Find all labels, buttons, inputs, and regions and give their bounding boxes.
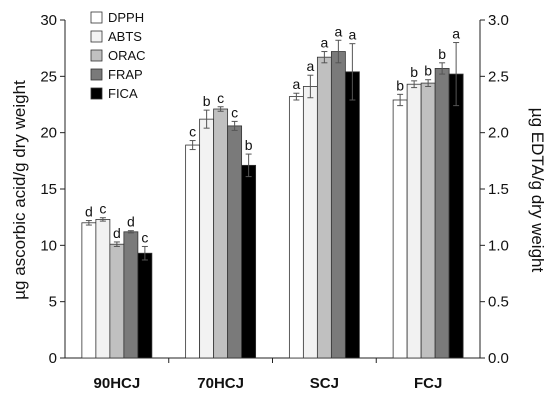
significance-letter: a <box>292 76 300 92</box>
significance-letter: c <box>231 104 238 120</box>
legend-label-orac: ORAC <box>108 48 146 63</box>
legend-label-fica: FICA <box>108 86 138 101</box>
bar-orac-70hcj <box>213 108 229 359</box>
legend-swatch-fica <box>90 87 103 100</box>
legend-swatch-abts <box>90 30 103 43</box>
bar-frap-90hcj <box>123 231 139 359</box>
y-left-tick-label: 20 <box>40 125 57 142</box>
legend-label-abts: ABTS <box>108 29 142 44</box>
significance-letter: b <box>203 93 211 109</box>
y-axis-left-label: µg ascorbic acid/g dry weight <box>10 80 29 300</box>
significance-letter: c <box>141 229 148 245</box>
category-label: FCJ <box>414 375 442 392</box>
significance-letter: d <box>85 204 93 220</box>
significance-letter: c <box>99 201 106 217</box>
bar-dpph-fcj <box>392 99 408 359</box>
significance-letter: d <box>127 214 135 230</box>
significance-letter: b <box>438 46 446 62</box>
significance-letter: a <box>320 35 328 51</box>
significance-letter: b <box>424 63 432 79</box>
legend-label-frap: FRAP <box>108 67 143 82</box>
significance-letter: d <box>113 225 121 241</box>
bar-orac-scj <box>316 56 332 359</box>
bar-dpph-scj <box>288 96 304 359</box>
bar-frap-fcj <box>434 68 450 359</box>
y-right-tick-label: 0.0 <box>488 350 509 367</box>
y-right-tick-label: 1.5 <box>488 181 509 198</box>
category-label: 70HCJ <box>197 375 244 392</box>
significance-letter: c <box>189 124 196 140</box>
significance-letter: a <box>348 27 356 43</box>
bar-fica-scj <box>344 71 360 359</box>
y-left-tick-label: 10 <box>40 237 57 254</box>
legend-swatch-dpph <box>90 11 103 24</box>
bar-frap-70hcj <box>227 125 243 359</box>
significance-letter: a <box>452 26 460 42</box>
bar-frap-scj <box>330 51 346 359</box>
legend-swatch-orac <box>90 49 103 62</box>
category-label: SCJ <box>310 375 339 392</box>
significance-letter: c <box>217 90 224 106</box>
axes: 0 5 10 15 20 25 30 0.0 0.5 1.0 1.5 2.0 2.5 3.0 90HCJ 70… <box>40 12 509 392</box>
y-left-tick-label: 25 <box>40 68 57 85</box>
y-axis-right-label: µg EDTA/g dry weight <box>528 108 547 273</box>
legend-swatch-frap <box>90 68 103 81</box>
y-right-tick-label: 0.5 <box>488 294 509 311</box>
y-left-tick-label: 0 <box>49 350 57 367</box>
bar-fica-90hcj <box>137 252 153 359</box>
y-right-tick-label: 2.0 <box>488 125 509 142</box>
y-right-tick-label: 1.0 <box>488 237 509 254</box>
y-left-tick-label: 15 <box>40 181 57 198</box>
significance-letter: a <box>306 58 314 74</box>
legend-label-dpph: DPPH <box>108 10 144 25</box>
y-right-tick-label: 2.5 <box>488 68 509 85</box>
significance-letter: a <box>334 23 342 39</box>
bar-orac-90hcj <box>109 243 125 359</box>
y-right-tick-label: 3.0 <box>488 12 509 29</box>
significance-letter: b <box>410 64 418 80</box>
bar-fica-fcj <box>448 73 464 359</box>
bar-dpph-90hcj <box>81 222 97 359</box>
significance-letter: b <box>245 137 253 153</box>
bar-fica-70hcj <box>241 164 257 359</box>
y-left-tick-label: 30 <box>40 12 57 29</box>
bar-abts-fcj <box>406 83 422 359</box>
bar-dpph-70hcj <box>185 144 201 359</box>
bar-abts-90hcj <box>95 219 111 359</box>
bar-abts-70hcj <box>199 118 215 359</box>
bar-orac-fcj <box>420 82 436 359</box>
category-label: 90HCJ <box>94 375 141 392</box>
y-left-tick-label: 5 <box>49 294 57 311</box>
bar-abts-scj <box>302 86 318 359</box>
legend: DPPH ABTS ORAC FRAP FICA <box>90 10 146 101</box>
significance-letter: b <box>396 77 404 93</box>
